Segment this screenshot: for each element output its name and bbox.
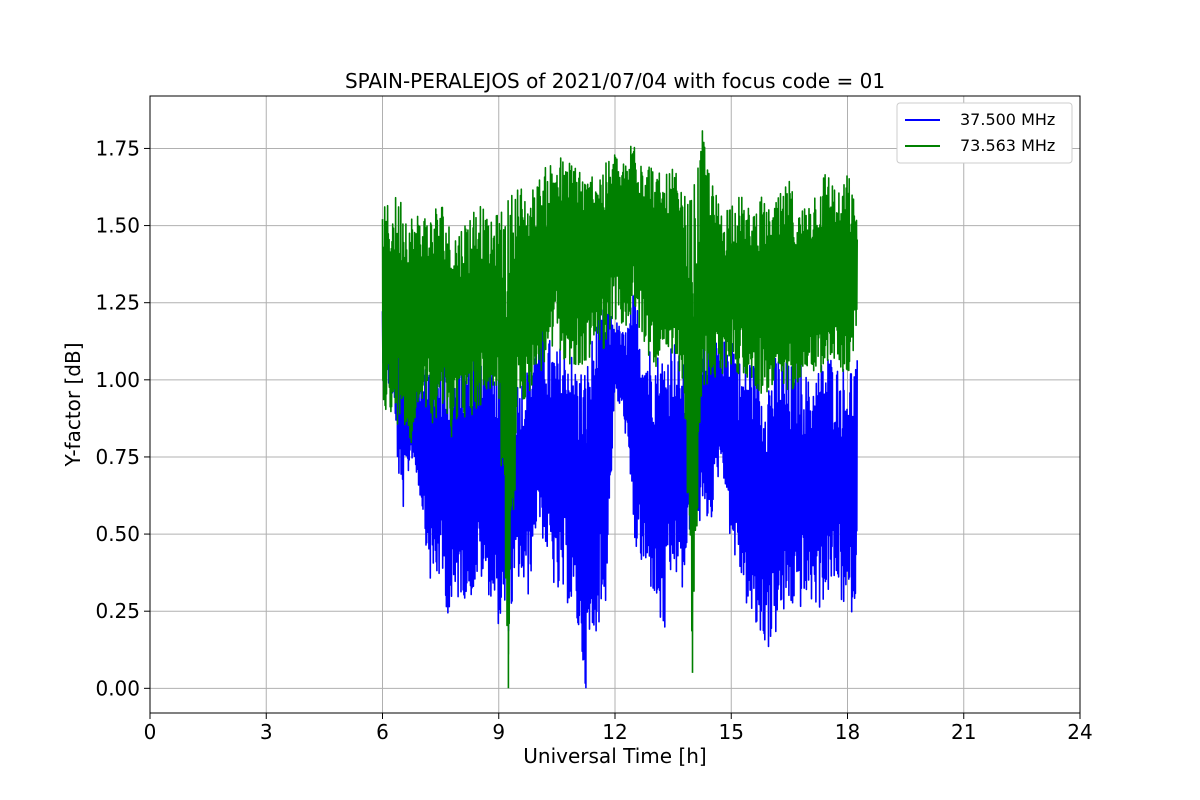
y-axis-label: Y-factor [dB] [61, 342, 85, 467]
x-tick-label: 6 [376, 720, 389, 744]
x-tick-label: 18 [835, 720, 860, 744]
y-tick-label: 1.75 [95, 136, 140, 160]
chart-title: SPAIN-PERALEJOS of 2021/07/04 with focus… [345, 69, 885, 93]
x-tick-label: 0 [144, 720, 157, 744]
x-tick-label: 24 [1067, 720, 1092, 744]
series-line-0 [381, 289, 858, 689]
y-tick-label: 1.00 [95, 368, 140, 392]
legend-label-73-563-mhz: 73.563 MHz [960, 136, 1055, 155]
y-tick-label: 1.50 [95, 214, 140, 238]
series-line-1 [381, 130, 858, 689]
y-tick-label: 0.50 [95, 522, 140, 546]
legend: 37.500 MHz 73.563 MHz [896, 102, 1073, 164]
x-axis-ticks: 0 3 6 9 12 15 18 21 24 [144, 713, 1093, 744]
y-tick-label: 1.25 [95, 291, 140, 315]
legend-box [896, 102, 1073, 164]
legend-label-37-5-mhz: 37.500 MHz [960, 110, 1055, 129]
y-tick-label: 0.25 [95, 599, 140, 623]
x-tick-label: 15 [719, 720, 744, 744]
y-tick-label: 0.00 [95, 676, 140, 700]
x-axis-label: Universal Time [h] [523, 744, 706, 768]
x-tick-label: 9 [492, 720, 505, 744]
y-axis-ticks: 0.00 0.25 0.50 0.75 1.00 1.25 1.50 1.75 [95, 136, 150, 700]
y-tick-label: 0.75 [95, 445, 140, 469]
x-tick-label: 12 [602, 720, 627, 744]
series-layer [381, 130, 858, 689]
x-tick-label: 3 [260, 720, 273, 744]
x-tick-label: 21 [951, 720, 976, 744]
